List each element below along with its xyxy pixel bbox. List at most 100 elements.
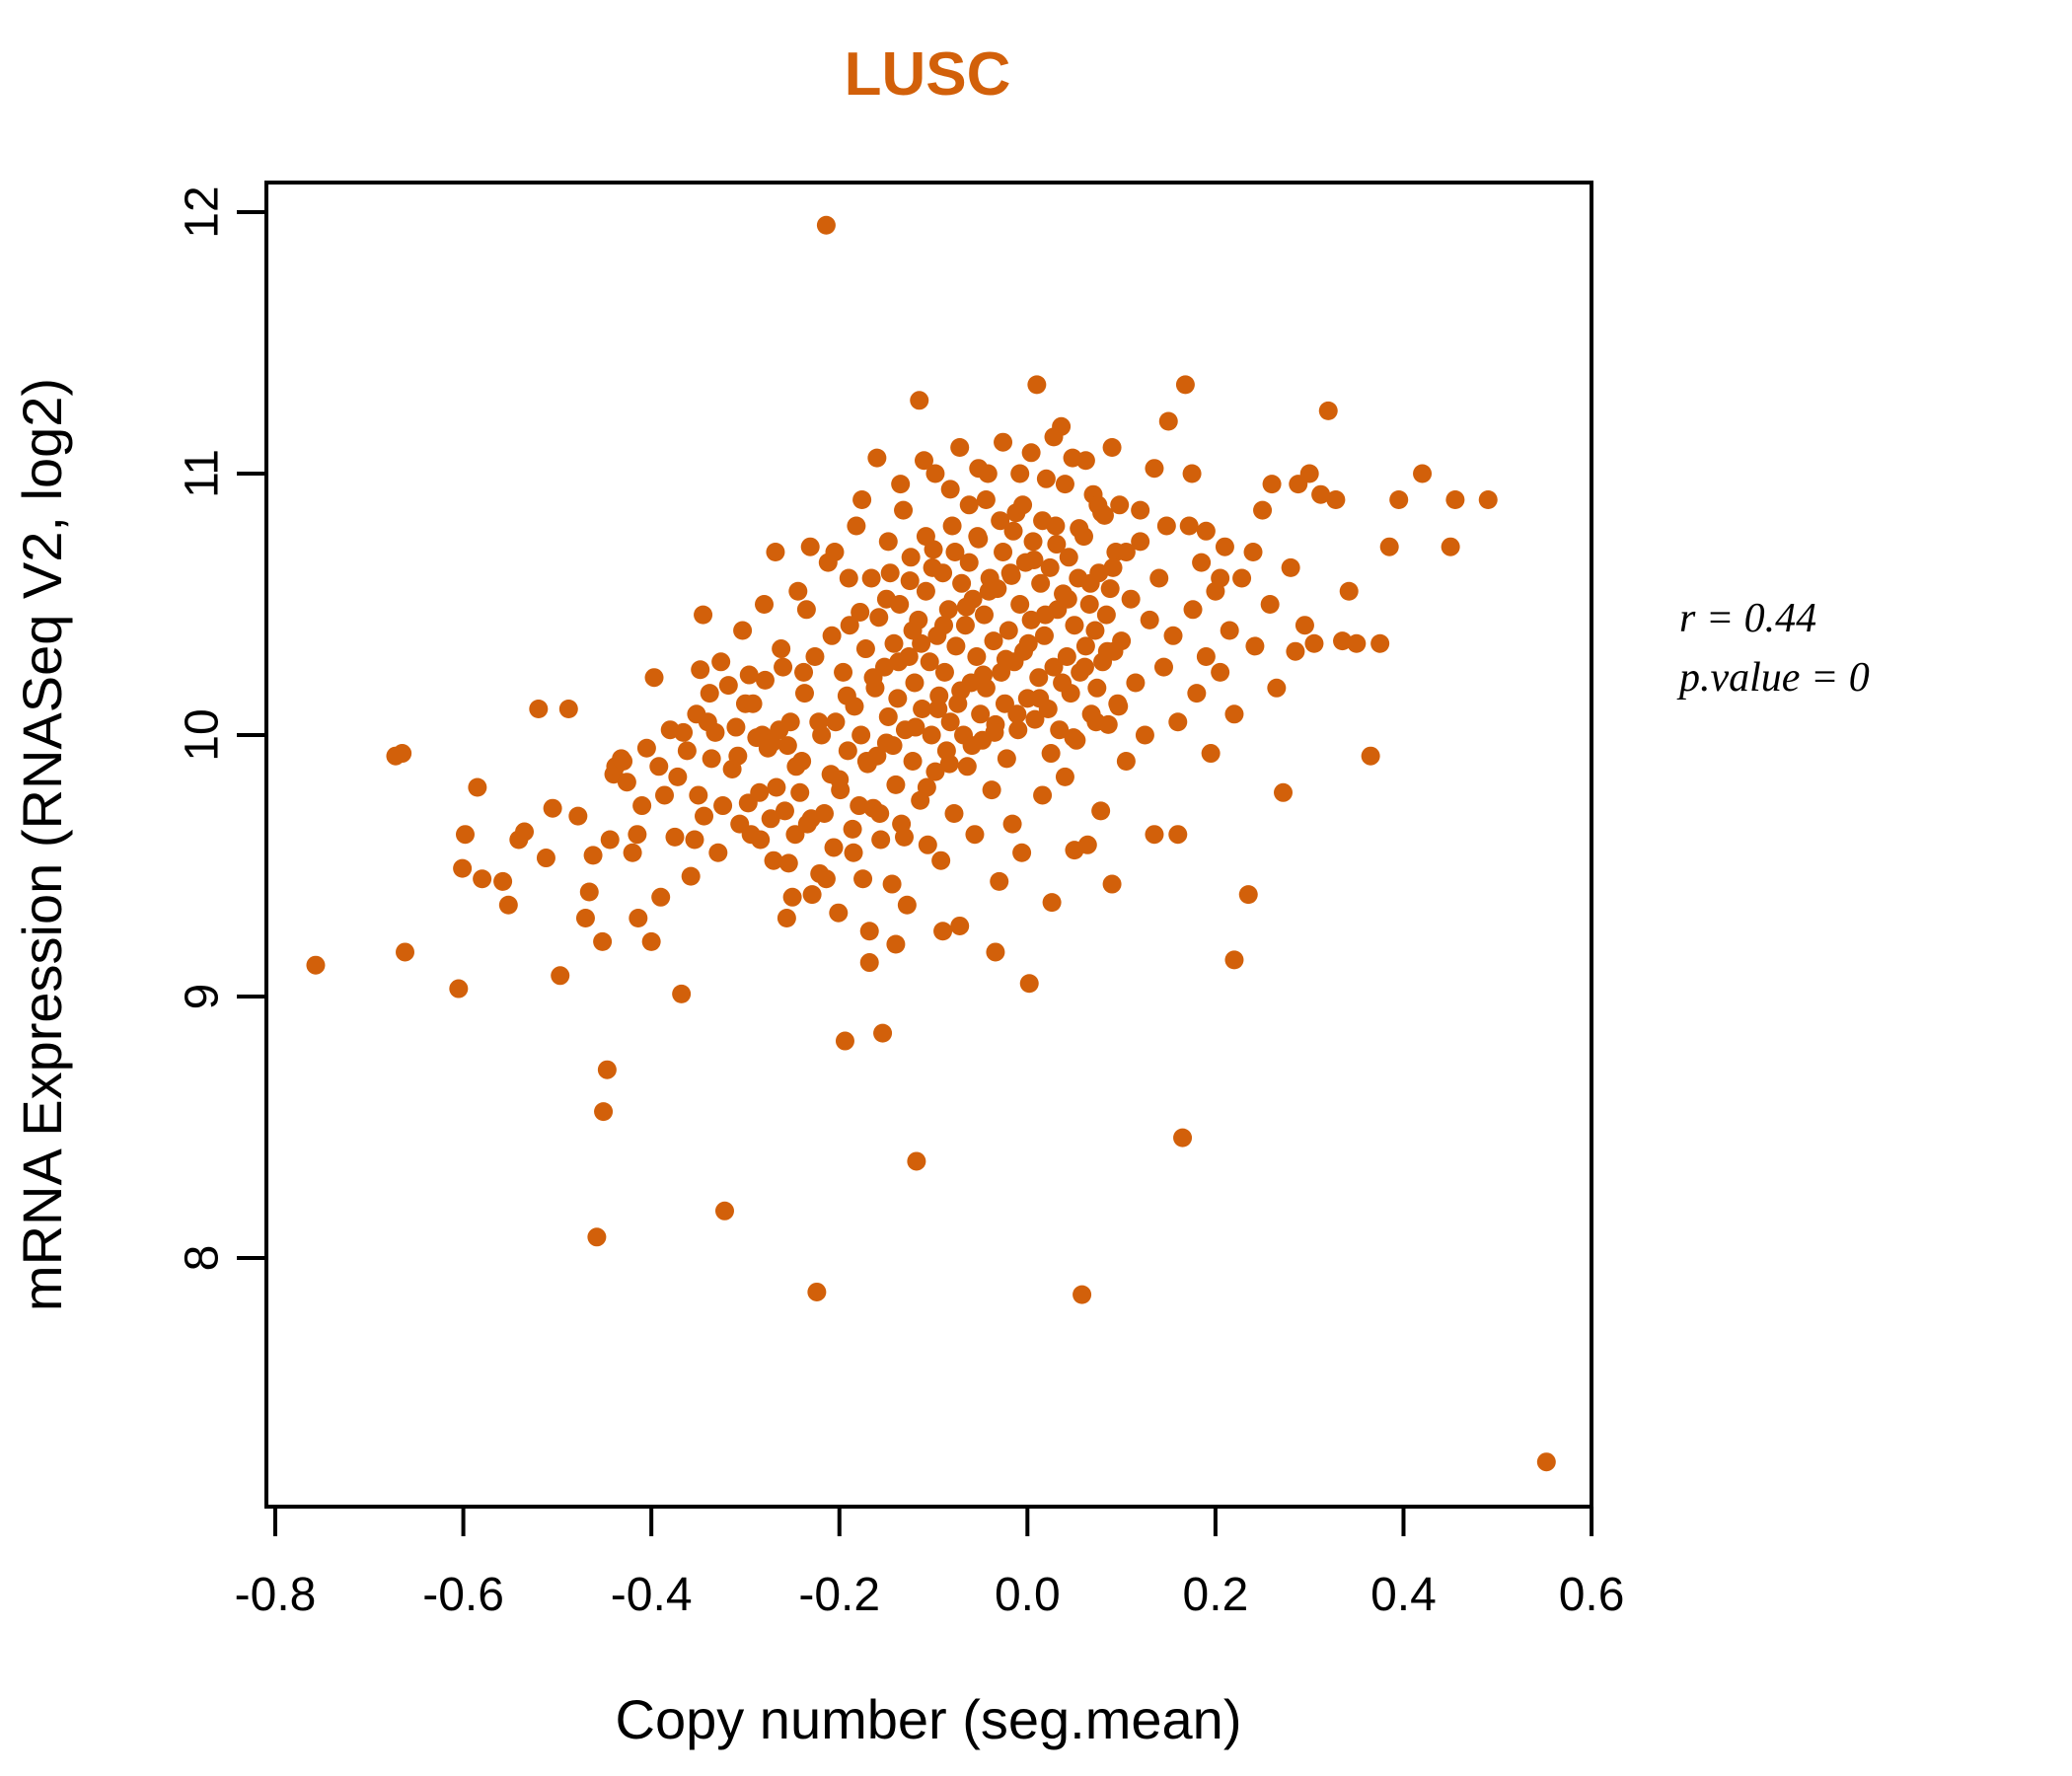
y-tick-label: 10	[177, 708, 229, 761]
scatter-point	[498, 895, 518, 915]
scatter-point	[1274, 782, 1294, 802]
scatter-point	[824, 838, 844, 857]
scatter-point	[829, 903, 849, 923]
scatter-point	[702, 749, 721, 769]
scatter-point	[859, 922, 879, 941]
scatter-point	[984, 631, 1003, 651]
scatter-point	[1441, 537, 1460, 556]
scatter-point	[1073, 1285, 1092, 1304]
scatter-point	[1102, 874, 1122, 894]
scatter-point	[529, 700, 549, 718]
scatter-point	[1413, 464, 1433, 483]
scatter-point	[1445, 490, 1465, 509]
scatter-point	[1059, 548, 1078, 567]
scatter-point	[1238, 885, 1258, 905]
scatter-point	[597, 1060, 617, 1079]
scatter-point	[876, 589, 896, 609]
scatter-point	[594, 1102, 614, 1122]
scatter-point	[1182, 464, 1202, 483]
scatter-point	[774, 657, 793, 677]
scatter-point	[1173, 1128, 1193, 1147]
scatter-point	[920, 652, 939, 672]
scatter-point	[861, 568, 881, 588]
scatter-points-layer	[306, 215, 1556, 1472]
scatter-point	[587, 1227, 607, 1247]
scatter-point	[473, 869, 492, 889]
scatter-point	[907, 1151, 926, 1171]
scatter-point	[873, 1023, 893, 1043]
scatter-point	[1211, 568, 1230, 588]
scatter-point	[1478, 490, 1498, 509]
scatter-point	[1019, 974, 1039, 994]
scatter-point	[917, 777, 936, 797]
scatter-point	[786, 757, 806, 777]
scatter-point	[945, 543, 965, 561]
scatter-point	[1096, 605, 1116, 625]
scatter-point	[1168, 825, 1188, 845]
pvalue-annotation: p.value = 0	[1676, 655, 1870, 701]
scatter-point	[1033, 785, 1053, 805]
scatter-point	[1175, 375, 1195, 395]
scatter-point	[834, 662, 853, 682]
scatter-point	[1131, 532, 1150, 552]
scatter-point	[1389, 490, 1409, 509]
scatter-point	[617, 773, 636, 792]
scatter-point	[910, 391, 929, 410]
scatter-point	[1262, 475, 1282, 494]
scatter-point	[951, 681, 971, 701]
y-tick-label: 11	[177, 449, 229, 498]
scatter-point	[1007, 704, 1027, 724]
scatter-point	[856, 752, 876, 771]
scatter-point	[1001, 565, 1021, 585]
scatter-point	[1126, 673, 1146, 693]
scatter-point	[1211, 662, 1230, 682]
scatter-point	[543, 798, 562, 818]
scatter-point	[1361, 746, 1380, 766]
scatter-point	[1215, 537, 1234, 556]
scatter-point	[1080, 573, 1100, 593]
scatter-point	[985, 722, 1004, 742]
scatter-point	[889, 652, 909, 672]
scatter-point	[1116, 543, 1136, 561]
scatter-point	[859, 953, 879, 973]
scatter-point	[777, 736, 797, 756]
scatter-point	[852, 490, 872, 509]
scatter-point	[468, 777, 487, 797]
scatter-point	[677, 741, 697, 761]
scatter-point	[1140, 610, 1159, 629]
scatter-point	[1091, 801, 1111, 821]
scatter-point	[1370, 633, 1390, 653]
scatter-point	[1243, 543, 1263, 561]
scatter-point	[851, 725, 871, 745]
y-tick-label: 9	[177, 984, 229, 1010]
scatter-point	[1196, 521, 1216, 541]
scatter-point	[839, 568, 858, 588]
scatter-point	[1027, 375, 1047, 395]
scatter-point	[794, 662, 814, 682]
scatter-point	[689, 785, 708, 805]
scatter-point	[1010, 595, 1030, 614]
scatter-point	[1075, 451, 1095, 471]
scatter-point	[939, 754, 959, 774]
scatter-point	[1245, 636, 1265, 656]
scatter-point	[805, 647, 825, 666]
scatter-point	[897, 895, 917, 915]
scatter-point	[855, 639, 875, 659]
scatter-point	[1031, 573, 1051, 593]
scatter-point	[593, 931, 613, 951]
scatter-point	[999, 621, 1018, 640]
scatter-point	[1086, 712, 1106, 732]
scatter-point	[959, 495, 979, 515]
scatter-point	[870, 804, 890, 823]
scatter-point	[641, 931, 661, 951]
scatter-point	[1158, 411, 1178, 431]
scatter-point	[711, 652, 731, 672]
scatter-point	[644, 668, 664, 688]
scatter-point	[942, 516, 962, 536]
scatter-point	[1012, 843, 1032, 862]
scatter-point	[1035, 605, 1055, 625]
scatter-point	[1025, 709, 1045, 729]
scatter-point	[575, 909, 595, 927]
scatter-point	[1116, 752, 1136, 771]
scatter-point	[863, 668, 883, 688]
